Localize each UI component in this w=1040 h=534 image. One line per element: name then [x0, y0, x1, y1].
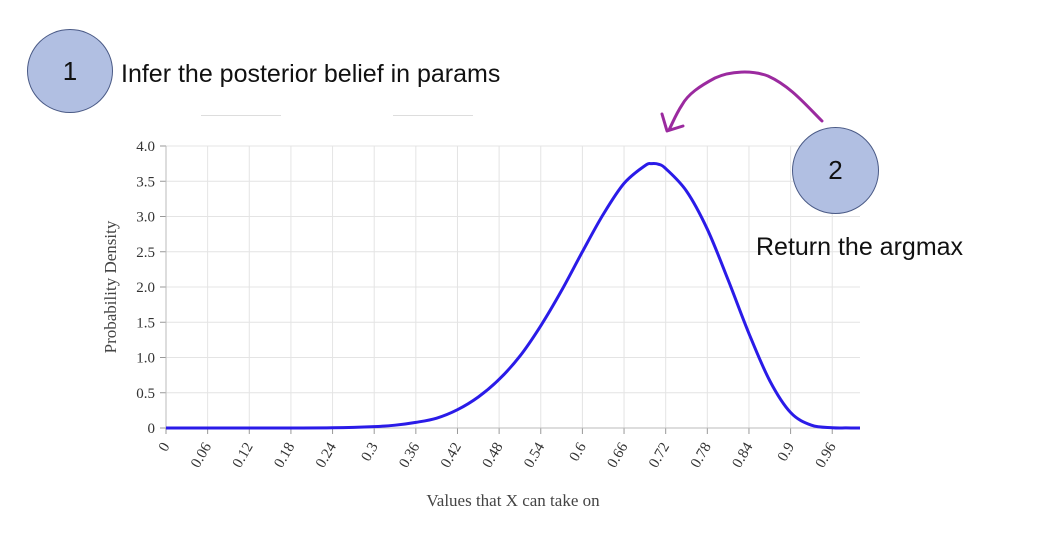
- x-tick-label: 0.24: [313, 440, 340, 471]
- y-tick-label: 0: [148, 421, 156, 437]
- x-tick-labels: 0 0.06 0.12 0.18 0.24 0.3 0.36 0.42 0.48 0.54 0.6 0…: [156, 440, 840, 471]
- x-tick-label: 0.18: [271, 440, 298, 471]
- axes: [160, 145, 860, 434]
- step-1-number: 1: [62, 55, 78, 86]
- y-tick-label: 1.0: [136, 351, 155, 367]
- x-tick-label: 0.9: [775, 440, 798, 464]
- density-series-line: [166, 162, 861, 430]
- y-tick-label: 4.0: [136, 139, 155, 155]
- y-tick-label: 1.5: [136, 315, 155, 331]
- x-axis-title: Values that X can take on: [426, 491, 600, 510]
- x-tick-label: 0.3: [358, 440, 381, 464]
- step-1-label: Infer the posterior belief in params: [121, 60, 501, 88]
- step-1-badge: 1: [27, 29, 113, 113]
- x-tick-label: 0.72: [646, 440, 673, 471]
- step-2-badge: 2: [792, 127, 879, 214]
- argmax-arrow: [667, 70, 824, 132]
- x-tick-label: 0.42: [438, 440, 465, 471]
- x-tick-label: 0.36: [396, 440, 423, 471]
- y-axis-title: Probability Density: [101, 220, 120, 353]
- x-tick-label: 0.6: [567, 440, 590, 465]
- series-layer: [166, 162, 861, 430]
- faded-tab-stub: [201, 111, 281, 116]
- grid: [165, 145, 860, 429]
- x-tick-label: 0.12: [230, 440, 257, 471]
- x-tick-label: 0: [156, 440, 174, 454]
- faded-tab-stub: [393, 111, 473, 116]
- y-tick-label: 3.0: [136, 210, 155, 226]
- x-tick-label: 0.78: [688, 440, 715, 471]
- x-tick-label: 0.66: [605, 440, 632, 471]
- y-tick-label: 0.5: [136, 386, 155, 402]
- y-tick-label: 2.5: [136, 245, 155, 261]
- x-tick-label: 0.48: [480, 440, 507, 471]
- x-tick-label: 0.54: [521, 440, 548, 471]
- y-tick-labels: 0 0.5 1.0 1.5 2.0 2.5 3.0 3.5 4.0: [136, 139, 155, 437]
- argmax-arrow-head: [660, 112, 685, 133]
- y-tick-label: 2.0: [136, 280, 155, 296]
- step-2-number: 2: [828, 155, 843, 185]
- x-tick-label: 0.06: [188, 440, 215, 471]
- x-tick-label: 0.84: [729, 440, 756, 471]
- y-tick-label: 3.5: [136, 174, 155, 190]
- step-2-label: Return the argmax: [756, 233, 964, 261]
- x-tick-label: 0.96: [813, 440, 840, 471]
